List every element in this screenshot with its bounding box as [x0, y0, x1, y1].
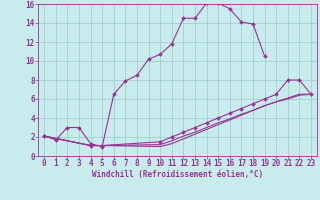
X-axis label: Windchill (Refroidissement éolien,°C): Windchill (Refroidissement éolien,°C): [92, 170, 263, 179]
